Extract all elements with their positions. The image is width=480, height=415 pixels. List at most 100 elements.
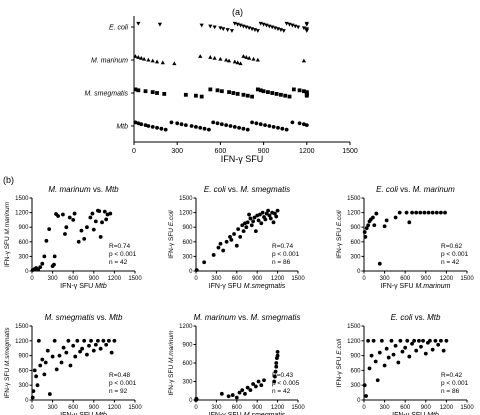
scatter-y-tick-label: 0 [189, 398, 193, 404]
panel-a-category-label: M. marinum [91, 58, 128, 65]
scatter-y-tick-label: 900 [18, 225, 29, 231]
panel-a-point [247, 55, 252, 60]
panel-a-point [133, 120, 138, 125]
panel-a-point [146, 124, 151, 128]
panel-a-point [227, 90, 231, 94]
scatter-y-tick-label: 0 [25, 269, 29, 275]
scatter-point [412, 338, 417, 343]
scatter-x-tick-label: 1200 [271, 405, 285, 411]
scatter-point [267, 213, 272, 218]
panel-a-point [255, 87, 260, 92]
scatter-point [61, 212, 65, 217]
scatter-point [417, 338, 421, 343]
scatter-y-tick-label: 900 [350, 225, 361, 231]
scatter-point [202, 260, 207, 265]
scatter-point [272, 211, 277, 216]
scatter-y-tick-label: 1200 [179, 211, 193, 217]
scatter-point [398, 338, 403, 343]
panel-a-point [241, 92, 246, 97]
scatter-stat-n: n = 92 [109, 388, 128, 395]
panel-a-point [284, 127, 289, 132]
scatter-point [211, 253, 216, 257]
scatter-point [264, 211, 269, 216]
scatter-point [194, 268, 199, 272]
panel-a-point [274, 92, 279, 96]
scatter-point [219, 391, 224, 396]
scatter-point [52, 338, 57, 343]
scatter-point [71, 218, 76, 222]
scatter-point [371, 215, 375, 220]
scatter-point [61, 345, 66, 350]
scatter-x-tick-label: 300 [211, 276, 222, 282]
panel-a-point [199, 94, 204, 99]
scatter-point [405, 338, 410, 343]
scatter-stat-p: p < 0.001 [109, 380, 137, 387]
scatter-point [258, 212, 262, 217]
scatter-point [59, 360, 64, 365]
scatter-point [34, 374, 39, 379]
panel-a-category-label: Mtb [116, 124, 128, 131]
scatter-point [88, 215, 93, 220]
scatter-point [245, 220, 250, 225]
scatter-point [87, 343, 91, 348]
panel-a-point [183, 92, 188, 97]
scatter-y-axis-label: IFN-γ SFU M.smegmatis [4, 327, 11, 399]
scatter-point [364, 226, 369, 231]
panel-a-point [258, 122, 263, 127]
panel-a-point [199, 23, 204, 28]
scatter-x-axis-label: IFN-γ SFU M.smegmatis [209, 412, 286, 415]
panel-a-point [163, 127, 168, 132]
scatter-point [47, 227, 52, 232]
scatter-point [430, 347, 435, 352]
panel-a-x-tick-label: 1200 [299, 148, 315, 155]
scatter-point [414, 348, 419, 353]
panel-a-point [244, 55, 249, 59]
scatter-point [80, 346, 85, 351]
scatter-y-tick-label: 600 [350, 368, 361, 374]
scatter-y-tick-label: 600 [350, 240, 361, 246]
panel-a-point [218, 56, 223, 61]
panel-a-x-axis-label: IFN-γ SFU [221, 154, 264, 164]
scatter-point [384, 218, 389, 223]
scatter-point [36, 338, 41, 343]
scatter-point [426, 210, 431, 215]
panel-a-point [297, 88, 302, 93]
panel-a-point [291, 87, 296, 92]
panel-a-point [194, 93, 198, 98]
scatter-point [238, 235, 243, 239]
scatter-y-tick-label: 0 [25, 398, 29, 404]
panel-a-point [245, 93, 250, 98]
scatter-point [419, 344, 423, 349]
scatter-y-axis-label: IFN-γ SFU E.coli [168, 210, 175, 259]
panel-a-point [159, 126, 164, 131]
panel-a-point [232, 59, 237, 64]
scatter-x-axis-label: IFN-γ SFU M.marinum [380, 283, 450, 290]
scatter-point [443, 210, 447, 215]
scatter-plot-b1: M. marinum vs. Mtb 0 300 600 900 1200 1500 0 300… [4, 185, 142, 290]
scatter-point [253, 229, 258, 233]
scatter-point [364, 394, 368, 398]
scatter-point [273, 369, 278, 374]
scatter-x-axis-label: IFN-γ SFU Mtb [60, 283, 107, 290]
scatter-point [362, 230, 367, 234]
scatter-point [274, 364, 279, 369]
panel-a-point [224, 57, 229, 62]
scatter-point [241, 229, 246, 233]
scatter-y-tick-label: 1200 [347, 339, 361, 345]
scatter-point [42, 254, 47, 259]
scatter-point [421, 338, 425, 343]
scatter-point [63, 232, 67, 236]
panel-a-point [258, 88, 263, 93]
panel-a-point [136, 21, 141, 26]
scatter-y-tick-label: 900 [18, 354, 29, 360]
scatter-point [31, 389, 36, 394]
scatter-point [243, 391, 247, 396]
scatter-point [32, 368, 37, 373]
panel-a-point [198, 54, 203, 58]
scatter-point [47, 392, 52, 396]
scatter-point [85, 225, 89, 230]
scatter-point [374, 211, 379, 216]
panel-a-point [150, 58, 155, 63]
scatter-point [367, 366, 372, 371]
scatter-point [108, 211, 113, 216]
